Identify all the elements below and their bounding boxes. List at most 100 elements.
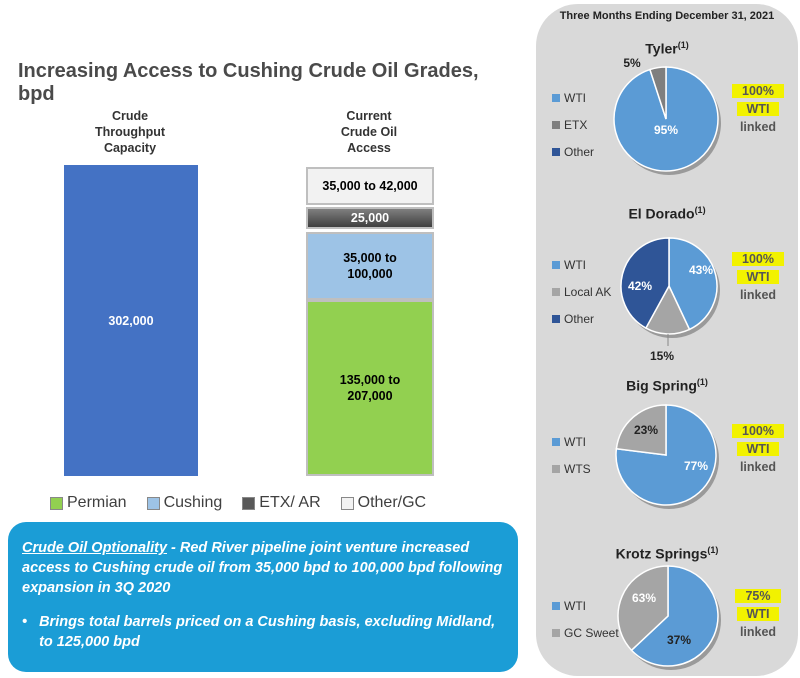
pie-title-tyler: Tyler(1) [536, 40, 798, 57]
pie-legend-item: Local AK [552, 278, 611, 305]
linked-percent: 100% [732, 424, 784, 438]
callout-text: - Red River pipeline joint venture incre… [22, 540, 503, 596]
pie-slice-label: 23% [634, 423, 658, 437]
pie-slice-label: 63% [632, 591, 656, 605]
legend-swatch [146, 496, 160, 510]
linked-label: linked [739, 460, 777, 474]
linked-benchmark: WTI [736, 102, 780, 116]
pie-slice-tyler-etx [648, 66, 667, 120]
pie-legend-big-spring: WTI WTS [552, 428, 591, 482]
legend-swatch [552, 147, 560, 156]
pie-slice-label: 43% [689, 263, 713, 277]
legend-swatch [50, 496, 63, 510]
legend-swatch [340, 496, 354, 510]
pie-slice-el-dorado-other [620, 237, 670, 330]
pie-legend-tyler: WTI ETX Other [552, 84, 594, 165]
column-header-throughput: Crude Throughput Capacity [94, 109, 166, 155]
legend-label: Other/GC [357, 494, 427, 511]
pie-charts: 95% 5% 43% 15% 42% 77% 23% 63% 37% [613, 56, 721, 670]
legend-swatch [552, 120, 560, 129]
legend-swatch [552, 628, 560, 637]
linked-label: linked [739, 625, 777, 639]
bar-segment-etx-ar: 25,000 [306, 207, 434, 229]
pie-slice-big-spring-wti [615, 404, 717, 506]
pie-slice-krotz-springs-wti [630, 565, 719, 667]
pie-slice-el-dorado-wti [668, 237, 718, 331]
footnote-marker: (1) [677, 40, 689, 50]
pie-slice-label: 95% [654, 123, 678, 137]
pie-slice-label: 42% [628, 279, 652, 293]
legend-item-cushing: Cushing [146, 494, 223, 512]
pie-legend-el-dorado: WTI Local AK Other [552, 251, 611, 332]
legend-label: GC Sweet [564, 625, 619, 640]
legend-swatch [552, 601, 560, 610]
legend-item-etx-ar: ETX/ AR [242, 494, 321, 512]
wti-linked-el-dorado: 100% WTI linked [718, 250, 798, 304]
linked-label: linked [739, 288, 777, 302]
column-header-access: Current Crude Oil Access [340, 109, 398, 155]
footnote-marker: (1) [696, 377, 708, 387]
legend-swatch [552, 287, 560, 296]
legend-label: Permian [67, 494, 127, 511]
footnote-marker: (1) [707, 545, 719, 555]
pie-legend-item: ETX [552, 111, 594, 138]
legend-swatch [552, 314, 560, 323]
legend-item-other-gc: Other/GC [340, 494, 427, 512]
pie-slice-label: 77% [684, 459, 708, 473]
refinery-crude-slate-panel: Three Months Ending December 31, 2021 95… [536, 4, 798, 676]
pie-slice-label: 5% [623, 56, 641, 70]
pie-title-krotz-springs: Krotz Springs(1) [536, 545, 798, 562]
chart-legend: Permian Cushing ETX/ AR Other/GC [50, 494, 426, 512]
pie-legend-item: GC Sweet [552, 619, 619, 646]
bullet-text: Brings total barrels priced on a Cushing… [39, 614, 496, 650]
legend-label: Other [564, 144, 595, 159]
bar-segment-permian: 135,000 to 207,000 [306, 300, 434, 476]
bar-segment-other-gc: 35,000 to 42,000 [306, 167, 434, 205]
callout-lead: Crude Oil Optionality [22, 540, 168, 556]
legend-label: WTI [564, 90, 586, 105]
pie-title-text: Big Spring [626, 377, 697, 394]
pie-legend-item: WTI [552, 251, 611, 278]
wti-linked-tyler: 100% WTI linked [718, 82, 798, 136]
pie-legend-item: WTI [552, 592, 619, 619]
legend-label: Cushing [163, 494, 223, 511]
legend-swatch [552, 437, 560, 446]
legend-label: WTS [564, 461, 591, 476]
linked-benchmark: WTI [736, 442, 780, 456]
legend-item-permian: Permian [50, 494, 127, 512]
wti-linked-big-spring: 100% WTI linked [718, 422, 798, 476]
legend-swatch [242, 496, 256, 510]
pie-title-text: El Dorado [628, 205, 695, 222]
linked-benchmark: WTI [736, 607, 780, 621]
legend-label: WTI [564, 598, 586, 613]
pie-legend-krotz-springs: WTI GC Sweet [552, 592, 619, 646]
pie-title-text: Tyler [645, 40, 678, 57]
pie-slice-label: 15% [650, 349, 674, 363]
pie-title-big-spring: Big Spring(1) [536, 377, 798, 394]
pie-legend-item: Other [552, 305, 611, 332]
legend-label: WTI [564, 434, 586, 449]
bar-segment-cushing: 35,000 to 100,000 [306, 232, 434, 300]
pie-legend-item: WTI [552, 84, 594, 111]
bar-throughput-capacity: 302,000 [64, 165, 198, 476]
bullet-marker: • [22, 614, 28, 630]
chart-title: Increasing Access to Cushing Crude Oil G… [18, 60, 479, 105]
footnote-marker: (1) [694, 205, 706, 215]
panel-header: Three Months Ending December 31, 2021 [559, 10, 775, 22]
linked-percent: 100% [732, 252, 784, 266]
pie-title-text: Krotz Springs [615, 545, 708, 562]
pie-slice-big-spring-wts [615, 404, 667, 456]
pie-legend-item: WTI [552, 428, 591, 455]
legend-swatch [552, 464, 560, 473]
legend-label: Local AK [564, 284, 612, 299]
legend-label: WTI [564, 257, 586, 272]
pie-title-el-dorado: El Dorado(1) [536, 205, 798, 222]
legend-label: Other [564, 311, 595, 326]
pie-slice-krotz-springs-gc-sweet [617, 565, 669, 652]
legend-label: ETX [564, 117, 588, 132]
pie-legend-item: WTS [552, 455, 591, 482]
linked-benchmark: WTI [736, 270, 780, 284]
linked-label: linked [739, 120, 777, 134]
optionality-callout: Crude Oil Optionality - Red River pipeli… [8, 522, 518, 672]
legend-swatch [552, 93, 560, 102]
